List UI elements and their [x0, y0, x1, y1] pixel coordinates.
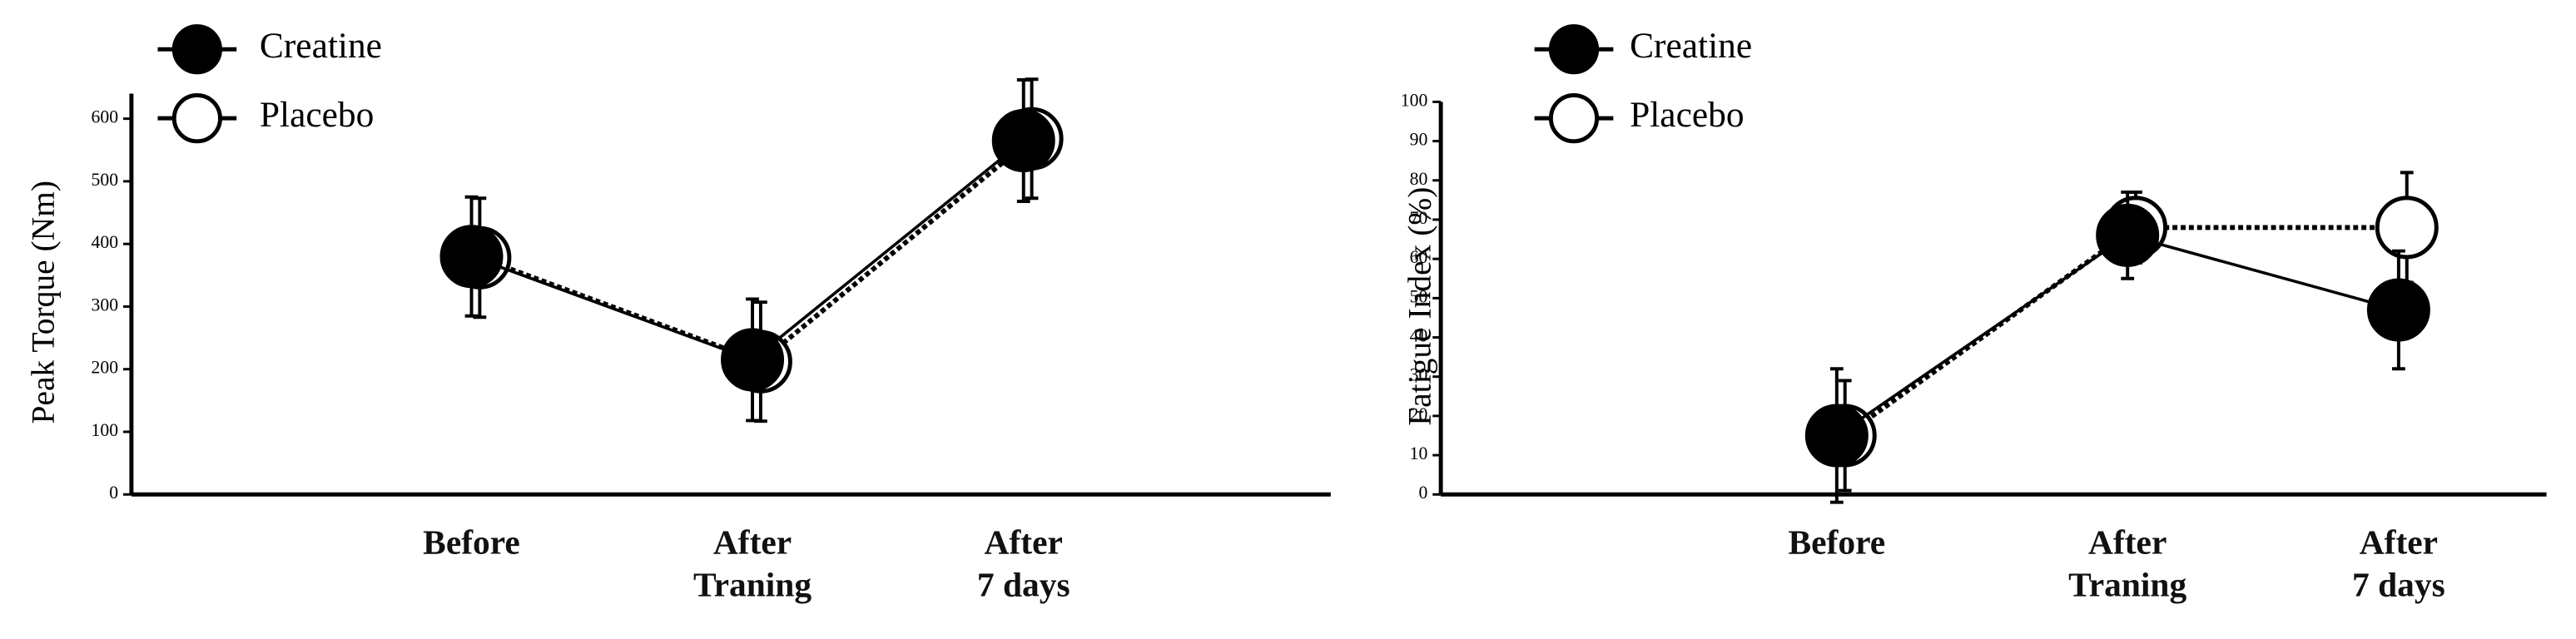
- y-axis-label: Fatigue Index (%): [1401, 187, 1437, 426]
- y-tick-label: 70: [1410, 208, 1428, 228]
- marker: [2366, 278, 2430, 342]
- x-tick-label: Before: [1788, 522, 1886, 562]
- y-tick-label: 80: [1410, 169, 1428, 189]
- legend-label: Placebo: [260, 95, 374, 135]
- y-tick-label: 200: [92, 358, 119, 378]
- legend-label: Placebo: [1630, 95, 1744, 135]
- y-axis-label: Peak Torque (Nm): [24, 181, 61, 424]
- x-tick-label: Before: [423, 522, 520, 562]
- x-tick-label: After 7 days: [976, 522, 1070, 605]
- marker: [991, 108, 1055, 172]
- y-tick-label: 40: [1410, 326, 1428, 346]
- y-tick-label: 90: [1410, 130, 1428, 150]
- y-tick-label: 20: [1410, 404, 1428, 424]
- y-tick-label: 400: [92, 232, 119, 252]
- y-tick-label: 100: [92, 420, 119, 440]
- marker: [2096, 203, 2160, 267]
- marker: [439, 225, 504, 289]
- x-tick-label: After 7 days: [2352, 522, 2445, 605]
- y-tick-label: 60: [1410, 247, 1428, 267]
- x-tick-label: After Traning: [693, 522, 812, 605]
- legend-label: Creatine: [1630, 26, 1752, 66]
- y-tick-label: 0: [109, 483, 118, 503]
- y-tick-label: 100: [1401, 90, 1428, 110]
- x-tick-label: After Traning: [2068, 522, 2187, 605]
- y-tick-label: 10: [1410, 443, 1428, 463]
- legend-marker: [171, 24, 222, 75]
- legend-label: Creatine: [260, 26, 382, 66]
- y-tick-label: 50: [1410, 286, 1428, 306]
- y-tick-label: 500: [92, 170, 119, 190]
- series-line: [470, 139, 1025, 362]
- y-tick-label: 300: [92, 295, 119, 315]
- y-tick-label: 30: [1410, 365, 1428, 385]
- legend-marker: [171, 93, 222, 144]
- legend-marker: [1548, 24, 1600, 75]
- y-tick-label: 600: [92, 107, 119, 127]
- series-line: [479, 136, 1034, 365]
- legend-marker: [1548, 93, 1600, 144]
- marker: [1804, 404, 1869, 468]
- y-tick-label: 0: [1418, 483, 1427, 503]
- marker: [721, 328, 785, 392]
- marker: [2375, 196, 2439, 260]
